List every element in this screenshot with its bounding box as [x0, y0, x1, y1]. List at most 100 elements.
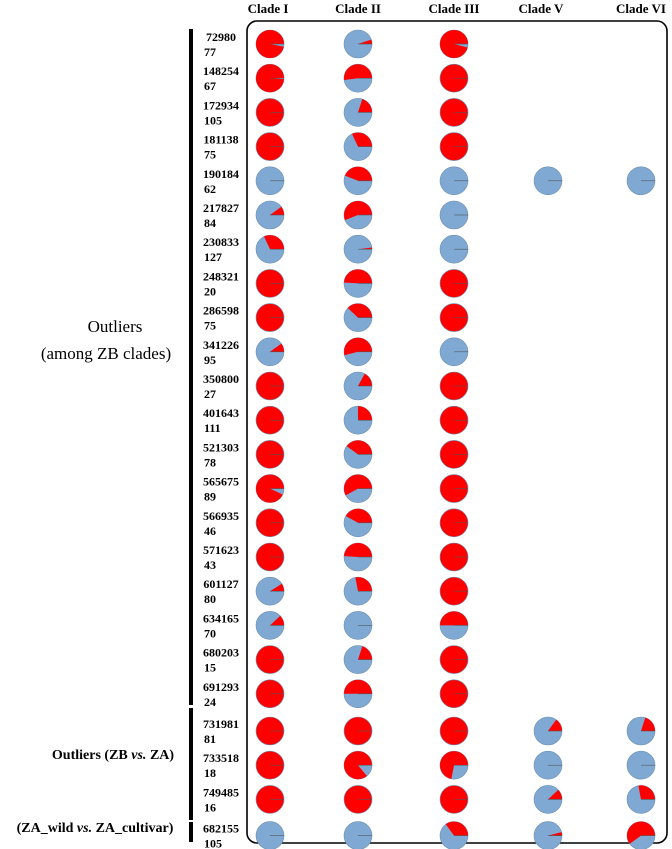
pie-181138-clade-1	[255, 132, 285, 161]
pie-181138-clade-3	[439, 132, 469, 161]
outlier-count: 84	[204, 216, 216, 230]
pie-731981-clade-3	[439, 716, 469, 746]
pie-749485-clade-1	[255, 785, 285, 814]
outlier-id: 217827	[203, 201, 239, 215]
outlier-id: 566935	[203, 509, 239, 523]
clade-header-5: Clade VI	[616, 1, 666, 16]
red-slice	[344, 679, 372, 694]
pie-565675-clade-2	[343, 474, 373, 503]
outlier-rows: 7298077148254671729341051811387519018462…	[203, 29, 656, 849]
outlier-count: 43	[204, 558, 216, 572]
pie-682155-clade-3	[439, 821, 469, 849]
pie-731981-clade-5	[626, 716, 656, 746]
outlier-id: 248321	[203, 269, 239, 283]
pie-634165-clade-3	[439, 611, 469, 640]
pie-248321-clade-2	[343, 269, 373, 298]
outlier-count: 62	[204, 182, 216, 196]
pie-682155-clade-1	[255, 821, 285, 849]
pie-217827-clade-3	[439, 200, 469, 230]
outlier-count: 77	[204, 45, 216, 59]
pie-286598-clade-1	[255, 303, 285, 332]
red-slice	[358, 39, 372, 44]
bracket-zb-vs-za	[189, 708, 193, 820]
pie-682155-clade-4	[533, 821, 563, 849]
pie-341226-clade-2	[343, 337, 373, 367]
red-slice	[344, 542, 372, 557]
outlier-id: 148254	[203, 64, 239, 78]
pie-248321-clade-3	[439, 269, 469, 298]
red-slice	[345, 508, 372, 523]
pie-733518-clade-5	[626, 750, 656, 780]
clade-header-3: Clade III	[429, 1, 480, 16]
red-slice	[358, 99, 372, 113]
red-slice	[548, 789, 562, 800]
pie-217827-clade-2	[343, 200, 373, 230]
outlier-count: 70	[204, 626, 216, 640]
outlier-id: 749485	[203, 785, 239, 799]
pie-148254-clade-2	[343, 63, 373, 93]
red-slice	[270, 206, 284, 215]
outlier-id: 634165	[203, 611, 239, 625]
pie-731981-clade-4	[533, 716, 563, 746]
pie-148254-clade-1	[255, 63, 285, 93]
red-slice	[445, 821, 468, 836]
outlier-count: 18	[204, 766, 216, 780]
red-slice	[548, 832, 562, 836]
outlier-count: 75	[204, 319, 216, 333]
pie-341226-clade-1	[255, 337, 285, 367]
red-slice	[641, 717, 655, 731]
red-slice	[352, 132, 372, 147]
outlier-id: 733518	[203, 751, 239, 765]
outlier-id: 565675	[203, 475, 239, 489]
red-slice	[346, 440, 372, 455]
outlier-id: 172934	[203, 98, 239, 112]
pie-601127-clade-1	[255, 576, 285, 606]
pie-566935-clade-1	[255, 508, 285, 538]
pie-401643-clade-1	[255, 405, 285, 435]
red-slice	[270, 583, 284, 592]
pie-190184-clade-2	[343, 166, 373, 196]
pie-172934-clade-1	[255, 98, 285, 127]
pie-749485-clade-2	[343, 785, 373, 814]
pie-691293-clade-3	[439, 679, 469, 709]
red-slice	[344, 166, 372, 181]
outlier-count: 75	[204, 148, 216, 162]
red-slice	[344, 269, 372, 284]
outlier-count: 127	[204, 250, 222, 264]
red-slice	[344, 64, 372, 80]
red-slice	[440, 611, 468, 626]
outlier-id: 286598	[203, 304, 239, 318]
outlier-id: 731981	[203, 717, 239, 731]
pie-565675-clade-3	[439, 474, 469, 503]
outlier-count: 81	[204, 732, 216, 746]
pie-691293-clade-1	[255, 679, 285, 709]
pie-217827-clade-1	[255, 200, 285, 230]
outlier-id: 680203	[203, 646, 239, 660]
outlier-count: 46	[204, 524, 216, 538]
outlier-count: 80	[204, 592, 216, 606]
pie-230833-clade-2	[343, 234, 373, 264]
pie-341226-clade-3	[439, 337, 469, 367]
bracket-za-wild-vs-cultivar	[189, 822, 193, 842]
pie-172934-clade-2	[343, 98, 373, 127]
pie-571623-clade-2	[343, 542, 373, 572]
pie-691293-clade-2	[343, 679, 373, 709]
pie-565675-clade-1	[255, 474, 285, 503]
group-label-za-wild-vs-cultivar: (ZA_wild vs. ZA_cultivar)	[17, 821, 174, 836]
clade-header-1: Clade I	[248, 1, 289, 16]
pie-601127-clade-3	[439, 576, 469, 606]
red-slice	[264, 235, 284, 250]
pie-680203-clade-3	[439, 645, 469, 674]
pie-521303-clade-2	[343, 440, 373, 469]
red-slice	[548, 719, 562, 731]
pie-733518-clade-2	[343, 750, 373, 780]
group-label-among-zb-line1: Outliers	[88, 317, 143, 336]
